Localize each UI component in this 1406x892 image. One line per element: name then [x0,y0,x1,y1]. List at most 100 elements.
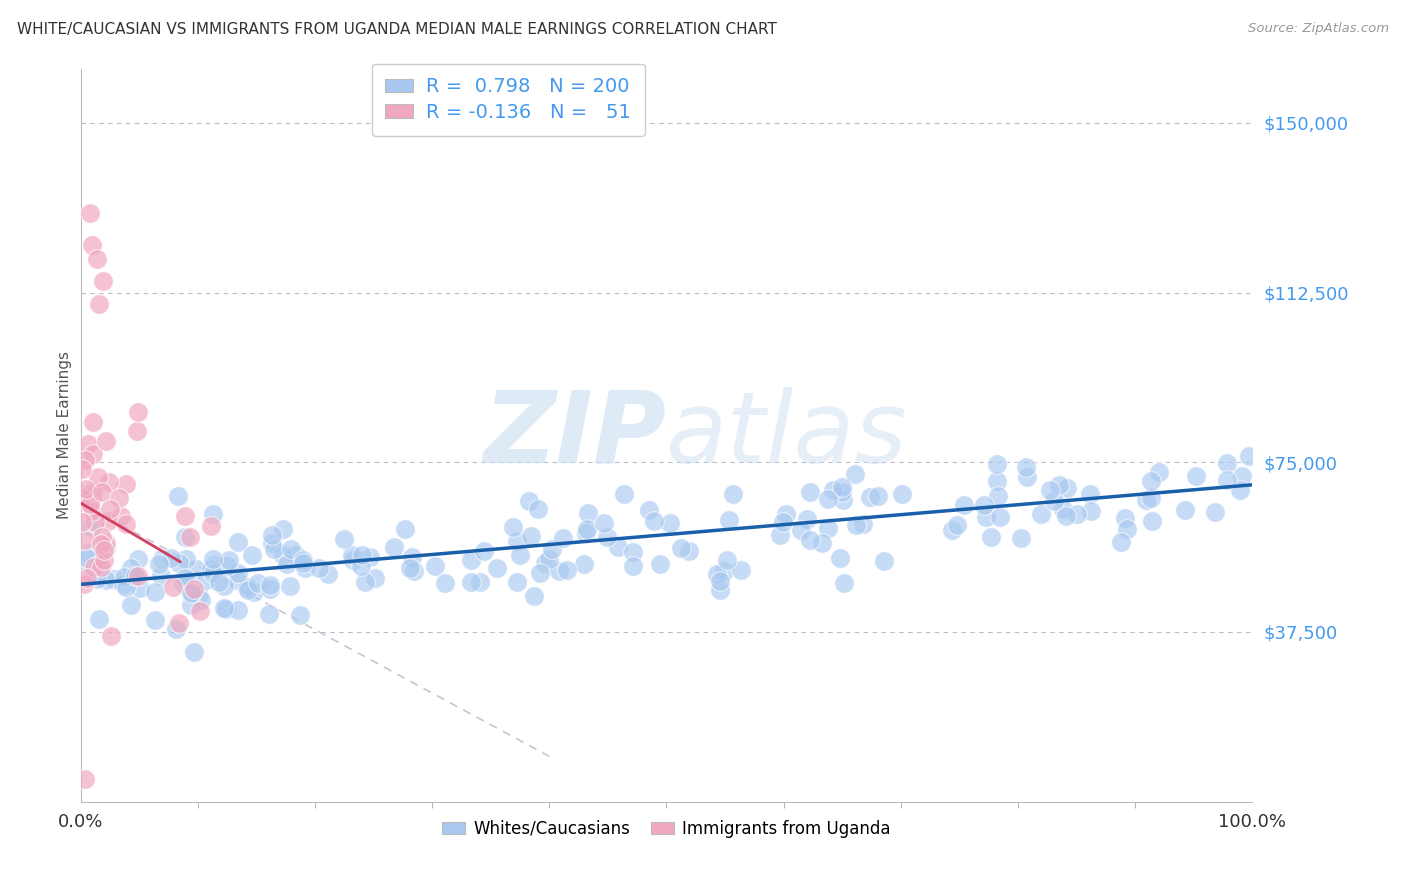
Point [1140,514,1163,528]
Point [273,522,295,536]
Point [115,476,138,491]
Point [669,541,692,555]
Point [613,487,636,501]
Point [236,580,259,594]
Point [1010,531,1032,545]
Point [148,557,170,571]
Point [80,504,103,518]
Point [112,570,135,584]
Point [775,507,797,521]
Point [718,513,741,527]
Point [350,559,373,574]
Point [127,569,149,583]
Point [73,576,96,591]
Point [76,571,98,585]
Point [520,528,543,542]
Point [150,552,173,566]
Point [817,492,839,507]
Point [398,561,420,575]
Point [790,523,813,537]
Point [89,297,111,311]
Point [226,535,249,549]
Point [75,483,97,497]
Point [260,536,283,550]
Point [658,516,681,530]
Point [143,585,166,599]
Point [82,238,104,252]
Point [226,603,249,617]
Point [149,569,172,583]
Point [308,561,330,575]
Point [87,470,110,484]
Point [82,491,104,505]
Point [70,515,93,529]
Point [183,582,205,596]
Point [1204,505,1226,519]
Point [94,536,117,550]
Point [127,405,149,419]
Point [502,520,524,534]
Point [103,573,125,587]
Point [183,645,205,659]
Point [276,557,298,571]
Point [1029,508,1052,522]
Point [332,532,354,546]
Point [404,565,426,579]
Point [110,509,132,524]
Point [1047,478,1070,492]
Point [128,581,150,595]
Point [194,573,217,587]
Point [534,556,557,570]
Point [87,612,110,626]
Point [91,274,114,288]
Point [1135,492,1157,507]
Legend: Whites/Caucasians, Immigrants from Uganda: Whites/Caucasians, Immigrants from Ugand… [436,814,897,845]
Point [576,522,599,536]
Point [243,585,266,599]
Point [180,585,202,599]
Point [891,486,914,500]
Point [832,576,855,591]
Point [1015,460,1038,475]
Point [831,485,853,500]
Point [974,509,997,524]
Point [165,622,187,636]
Point [1066,508,1088,522]
Point [986,457,1008,471]
Point [143,613,166,627]
Point [93,542,115,557]
Point [1140,491,1163,505]
Point [259,578,281,592]
Point [987,489,1010,503]
Point [93,553,115,567]
Point [859,491,882,505]
Point [112,577,135,591]
Point [90,560,112,574]
Point [359,549,381,564]
Point [280,541,302,556]
Point [527,502,550,516]
Point [537,552,560,566]
Point [1080,504,1102,518]
Point [292,556,315,570]
Point [259,582,281,597]
Point [952,499,974,513]
Point [83,560,105,574]
Point [75,533,97,548]
Point [90,537,112,551]
Point [1229,483,1251,497]
Point [226,573,249,587]
Point [82,483,104,498]
Point [873,554,896,568]
Point [212,579,235,593]
Point [120,561,142,575]
Point [1078,486,1101,500]
Point [828,550,851,565]
Point [271,549,294,563]
Point [73,453,96,467]
Point [831,493,853,508]
Point [180,599,202,613]
Point [94,434,117,449]
Point [506,575,529,590]
Point [294,560,316,574]
